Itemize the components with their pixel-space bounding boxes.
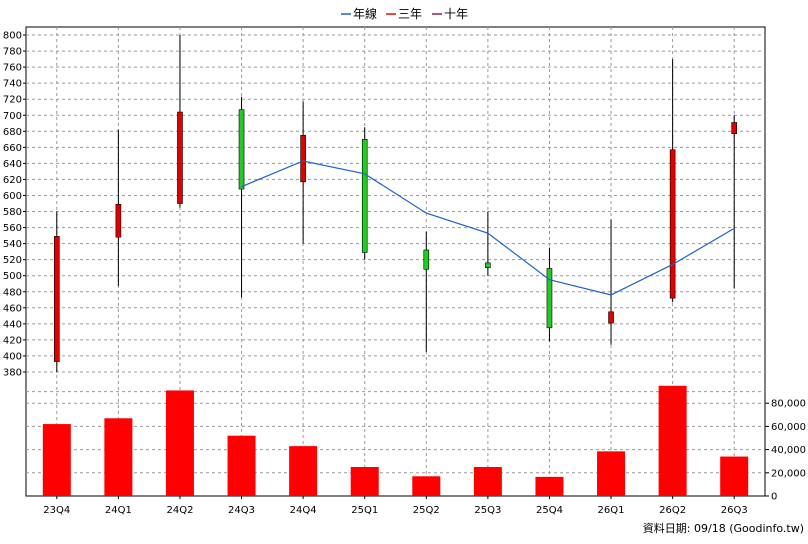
legend-item-three-year[interactable]: 三年	[386, 7, 422, 21]
volume-bar	[658, 385, 687, 496]
price-tick-label: 740	[3, 79, 22, 90]
price-tick-label: 760	[3, 63, 22, 74]
x-tick-label: 23Q4	[43, 505, 70, 516]
candle-body	[485, 262, 491, 268]
price-tick-label: 500	[3, 271, 22, 282]
candle-body	[546, 268, 553, 329]
price-tick-label: 720	[3, 95, 22, 106]
legend-label-annual: 年線	[353, 6, 377, 21]
price-tick-label: 540	[3, 239, 22, 250]
candle-body	[731, 122, 738, 135]
volume-bar	[535, 476, 564, 496]
candle-body	[115, 204, 122, 238]
candle-body	[361, 139, 368, 253]
price-tick-label: 560	[3, 223, 22, 234]
x-tick-label: 24Q3	[228, 505, 255, 516]
volume-tick-label: 20,000	[771, 468, 806, 479]
candle-body	[53, 236, 60, 362]
plot-layer: 380 400 420 440 460 480 500 520 540 560 580 600 620 6…	[3, 26, 806, 516]
price-tick-label: 380	[3, 367, 22, 378]
volume-bar	[350, 467, 379, 496]
price-tick-label: 400	[3, 351, 22, 362]
x-tick-label: 25Q1	[351, 505, 378, 516]
volume-bar	[104, 418, 133, 496]
price-tick-label: 420	[3, 335, 22, 346]
price-tick-label: 480	[3, 287, 22, 298]
legend: 年線 三年 十年	[341, 6, 468, 21]
volume-bar	[597, 451, 626, 496]
legend-label-three-year: 三年	[398, 7, 422, 21]
x-tick-label: 25Q3	[474, 505, 501, 516]
plot-frame	[25, 26, 766, 497]
volume-bar	[720, 456, 749, 496]
volume-bar	[227, 435, 256, 496]
price-tick-label: 680	[3, 127, 22, 138]
price-tick-label: 460	[3, 303, 22, 314]
x-tick-label: 26Q3	[721, 505, 748, 516]
volume-bar	[42, 424, 71, 496]
x-tick-label: 26Q1	[598, 505, 625, 516]
candle-body	[238, 109, 245, 190]
price-tick-label: 640	[3, 159, 22, 170]
volume-tick-label: 0	[771, 492, 777, 503]
volume-bar	[412, 476, 441, 496]
source-footer: 資料日期: 09/18 (Goodinfo.tw)	[643, 521, 804, 535]
price-tick-label: 520	[3, 255, 22, 266]
candle-body	[300, 135, 306, 183]
price-tick-label: 700	[3, 111, 22, 122]
volume-tick-label: 40,000	[771, 445, 806, 456]
price-tick-label: 620	[3, 175, 22, 186]
candle-body	[177, 111, 183, 204]
volume-bar	[473, 467, 502, 496]
price-tick-label: 580	[3, 207, 22, 218]
price-tick-label: 440	[3, 319, 22, 330]
price-tick-label: 600	[3, 191, 22, 202]
legend-item-ten-year[interactable]: 十年	[432, 7, 468, 21]
legend-label-ten-year: 十年	[444, 7, 468, 21]
volume-tick-label: 60,000	[771, 422, 806, 433]
volume-tick-label: 80,000	[771, 399, 806, 410]
volume-bar	[289, 446, 318, 496]
price-tick-label: 800	[3, 31, 22, 42]
candle-body	[669, 149, 676, 299]
x-tick-label: 24Q1	[105, 505, 132, 516]
price-tick-label: 780	[3, 47, 22, 58]
x-tick-label: 26Q2	[659, 505, 686, 516]
x-tick-label: 25Q2	[413, 505, 440, 516]
volume-bar	[165, 390, 194, 496]
annual-line-series	[241, 160, 735, 296]
candle-body	[608, 311, 614, 324]
legend-item-annual-line[interactable]: 年線	[341, 6, 377, 21]
x-tick-label: 24Q4	[290, 505, 317, 516]
candle-body	[423, 249, 430, 270]
price-tick-label: 660	[3, 143, 22, 154]
x-tick-label: 25Q4	[536, 505, 563, 516]
x-tick-label: 24Q2	[166, 505, 193, 516]
